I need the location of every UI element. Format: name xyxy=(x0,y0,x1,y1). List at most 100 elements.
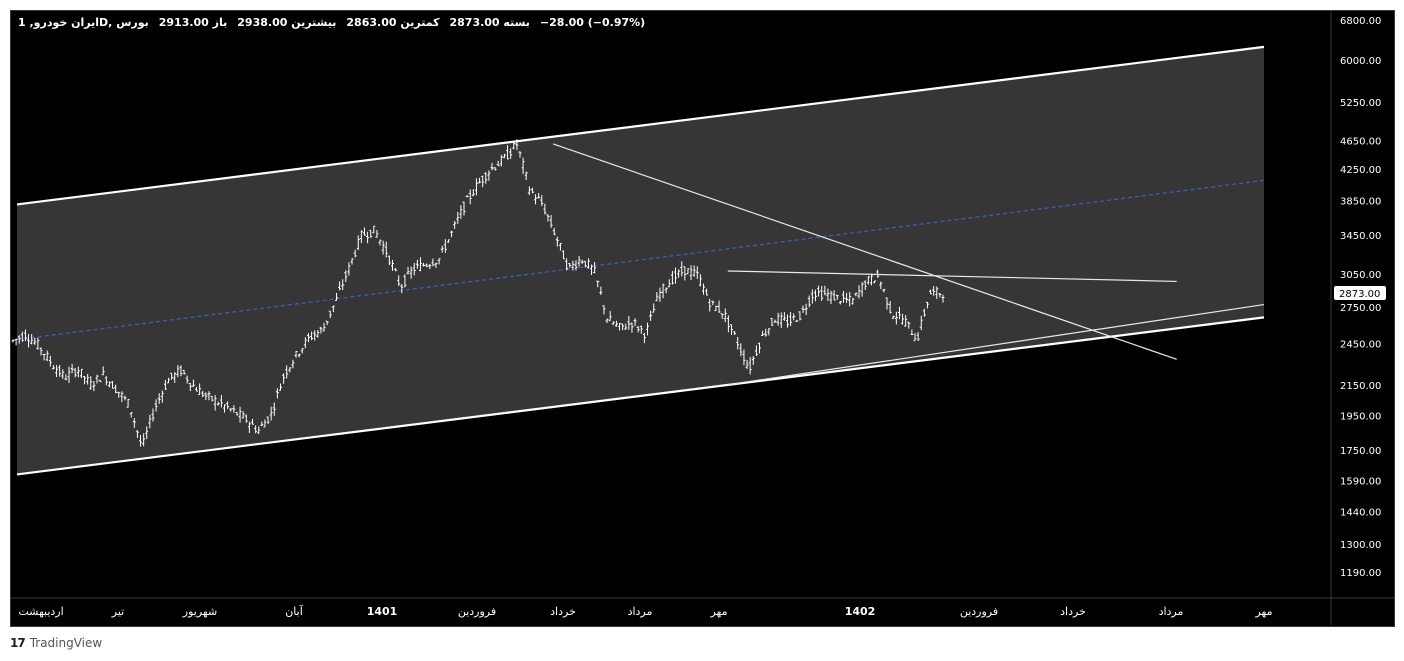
price-bar xyxy=(403,274,407,288)
price-bar xyxy=(568,263,572,268)
price-bar xyxy=(782,311,786,321)
price-bar xyxy=(157,393,161,404)
price-bar xyxy=(754,345,758,356)
price-bar xyxy=(356,235,360,251)
price-bar xyxy=(481,175,485,188)
price-bar xyxy=(624,323,628,330)
price-bar xyxy=(216,401,220,406)
price-bar xyxy=(776,312,780,326)
price-bar xyxy=(369,229,373,238)
price-bar xyxy=(394,267,398,272)
price-bar xyxy=(132,418,136,428)
price-bar xyxy=(182,369,186,375)
price-bar xyxy=(139,435,143,447)
price-bar xyxy=(574,260,578,271)
price-bar xyxy=(565,258,569,271)
price-bar xyxy=(764,328,768,337)
price-bar xyxy=(73,367,77,378)
price-bar xyxy=(64,374,68,381)
price-bar xyxy=(621,323,625,331)
price-bar xyxy=(723,308,727,323)
brand-name: TradingView xyxy=(29,636,103,650)
price-bar xyxy=(42,353,46,361)
price-bar xyxy=(726,315,730,333)
price-bar xyxy=(820,285,824,301)
price-bar xyxy=(863,280,867,290)
price-bar xyxy=(558,242,562,251)
y-tick-label: 4250.00 xyxy=(1340,165,1381,176)
price-bar xyxy=(36,337,40,350)
price-bar xyxy=(263,419,267,428)
price-bar xyxy=(919,315,923,331)
price-bar xyxy=(583,260,587,268)
price-bar xyxy=(98,379,102,383)
price-bar xyxy=(748,356,752,375)
price-bar xyxy=(655,292,659,302)
price-bar xyxy=(191,379,195,387)
price-bar xyxy=(341,279,345,291)
price-bar xyxy=(446,239,450,243)
y-tick-label: 6000.00 xyxy=(1340,56,1381,67)
price-bar xyxy=(17,335,21,344)
price-bar xyxy=(499,154,503,167)
price-bar xyxy=(20,331,24,342)
price-bar xyxy=(282,373,286,384)
y-tick-label: 3050.00 xyxy=(1340,270,1381,281)
x-tick-label: تیر xyxy=(111,605,124,618)
price-bar xyxy=(509,148,513,159)
price-bar xyxy=(14,338,18,346)
y-tick-label: 2450.00 xyxy=(1340,339,1381,350)
price-bar xyxy=(618,323,622,331)
price-bar xyxy=(247,421,251,433)
price-bar xyxy=(869,273,873,286)
price-bar xyxy=(195,386,199,392)
price-bar xyxy=(213,394,217,411)
price-bar xyxy=(291,359,295,369)
price-bar xyxy=(306,333,310,343)
price-bar xyxy=(275,388,279,399)
price-bar xyxy=(387,255,391,265)
price-bar xyxy=(888,301,892,314)
price-bar xyxy=(807,295,811,308)
price-bar xyxy=(313,330,317,341)
price-bar xyxy=(646,322,650,336)
price-bar xyxy=(770,317,774,327)
price-bar xyxy=(285,365,289,379)
price-bar xyxy=(929,289,933,295)
price-bar xyxy=(487,170,491,181)
price-bar xyxy=(860,282,864,297)
price-bar xyxy=(689,265,693,281)
price-bar xyxy=(176,365,180,378)
footer-brand[interactable]: 17 TradingView xyxy=(10,634,102,652)
price-bar xyxy=(636,326,640,333)
price-bar xyxy=(845,292,849,303)
price-bar xyxy=(549,215,553,228)
price-bar xyxy=(829,290,833,304)
price-bar xyxy=(353,249,357,258)
trendline-resistance xyxy=(727,270,1177,283)
y-tick-label: 5250.00 xyxy=(1340,98,1381,109)
price-bar xyxy=(359,230,363,244)
price-bar xyxy=(409,266,413,279)
price-bar xyxy=(145,426,149,440)
price-bar xyxy=(111,381,115,389)
price-bar xyxy=(428,263,432,269)
legend-high: بیشترین 2938.00 xyxy=(237,16,337,29)
price-bar xyxy=(104,376,108,386)
price-bar xyxy=(372,225,376,234)
price-bar xyxy=(219,395,223,408)
price-bar xyxy=(459,205,463,219)
x-tick-label: خرداد xyxy=(1060,605,1086,618)
price-bar xyxy=(129,412,133,418)
price-bar xyxy=(667,279,671,288)
price-bar xyxy=(639,325,643,334)
price-bar xyxy=(739,343,743,357)
price-bar xyxy=(496,160,500,167)
channel-upper-line xyxy=(16,45,1265,206)
price-bar xyxy=(633,318,637,327)
price-bar xyxy=(792,313,796,321)
price-bars xyxy=(11,139,945,447)
price-bar xyxy=(366,231,370,244)
price-bar xyxy=(440,245,444,253)
